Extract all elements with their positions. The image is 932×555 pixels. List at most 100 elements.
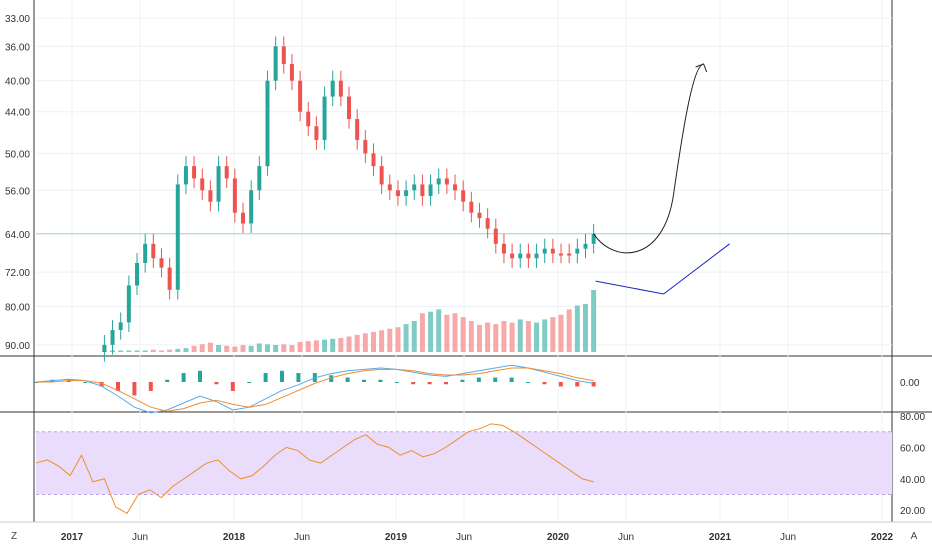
price-tick-label: 56.00 (5, 186, 30, 197)
projection-arrowhead (695, 63, 708, 73)
volume-bar (150, 349, 156, 352)
volume-bar (558, 314, 564, 352)
candle-body (330, 80, 335, 97)
macd-histogram-bar (575, 382, 580, 387)
volume-bar (387, 328, 393, 352)
rsi-tick-label: 60.00 (900, 443, 925, 454)
candle-body (420, 184, 425, 197)
macd-histogram-bar (509, 377, 514, 382)
signal-line (36, 367, 594, 412)
volume-bar (362, 333, 368, 352)
macd-histogram-bar (116, 382, 121, 391)
macd-histogram-bar (558, 382, 563, 387)
macd-histogram-bar (493, 377, 498, 382)
macd-histogram-bar (263, 373, 268, 382)
volume-bar (395, 327, 401, 352)
candle-body (477, 212, 482, 219)
macd-histogram-bar (476, 377, 481, 382)
macd-histogram-bar (444, 382, 449, 385)
price-tick-label: 36.00 (5, 42, 30, 53)
candle-body (461, 190, 466, 202)
candle-body (526, 253, 531, 259)
candle-body (428, 184, 433, 197)
volume-bar (167, 349, 173, 352)
time-tick-label: 2019 (385, 532, 408, 543)
macd-histogram-bar (165, 379, 170, 382)
macd-tick-label: 0.00 (900, 378, 920, 389)
macd-histogram-bar (247, 382, 252, 383)
candle-body (559, 253, 564, 256)
candle-body (151, 243, 156, 259)
macd-histogram-bar (460, 379, 465, 382)
candle-body (567, 253, 572, 256)
volume-bar (379, 330, 385, 352)
volume-bar (370, 331, 376, 352)
candle-body (306, 111, 311, 127)
time-axis: 2017 Jun 2018 Jun 2019 Jun 2020 Jun 2021 Jun 2022 (61, 532, 894, 543)
volume-layer (101, 290, 597, 352)
rsi-tick-label: 20.00 (900, 506, 925, 517)
macd-histogram-bar (181, 373, 186, 382)
volume-bar (191, 345, 197, 352)
rsi-band (36, 431, 892, 495)
candle-body (257, 166, 262, 191)
volume-bar (509, 322, 515, 352)
macd-line (35, 364, 594, 414)
macd-histogram-bar (378, 379, 383, 382)
candle-body (591, 233, 596, 244)
volume-bar (256, 343, 262, 352)
macd-histogram-bar (591, 382, 596, 387)
macd-histogram-bar (230, 382, 235, 391)
candle-body (200, 178, 205, 191)
volume-bar (550, 317, 556, 352)
volume-bar (248, 345, 254, 352)
candle-body (379, 166, 384, 185)
candle-body (175, 184, 180, 290)
macd-histogram-bar (296, 373, 301, 382)
candle-body (501, 243, 506, 254)
time-tick-label: 2022 (871, 532, 894, 543)
time-tick-label: 2018 (223, 532, 246, 543)
candle-body (347, 96, 352, 120)
volume-bar (525, 321, 531, 352)
volume-bar (485, 322, 491, 352)
volume-bar (403, 324, 409, 352)
volume-bar (232, 346, 238, 352)
candle-body (436, 178, 441, 185)
candle-body (412, 184, 417, 191)
volume-bar (534, 322, 540, 352)
volume-bar (142, 350, 148, 352)
candle-body (453, 184, 458, 191)
volume-bar (493, 324, 499, 352)
volume-bar (468, 321, 474, 352)
macd-histogram-bar (99, 382, 104, 387)
candle-body (510, 253, 515, 259)
volume-bar (354, 334, 360, 352)
candle-body (265, 80, 270, 167)
time-tick-label: 2021 (709, 532, 732, 543)
rsi-axis: 80.00 60.00 40.00 20.00 (900, 412, 925, 517)
macd-axis: 0.00 (900, 378, 920, 389)
volume-bar (517, 319, 523, 352)
volume-bar (591, 290, 597, 352)
volume-bar (134, 350, 140, 352)
candle-body (322, 96, 327, 141)
macd-histogram-bar (345, 377, 350, 382)
volume-bar (273, 345, 279, 352)
rsi-tick-label: 40.00 (900, 475, 925, 486)
macd-histogram-bar (427, 382, 432, 385)
footer-right-label[interactable]: A (911, 531, 918, 542)
candle-body (338, 80, 343, 97)
footer-left-label[interactable]: Z (11, 531, 17, 542)
candle-body (355, 119, 360, 141)
candle-body (404, 190, 409, 197)
candle-body (542, 248, 547, 254)
candle-body (135, 262, 140, 286)
volume-bar (240, 345, 246, 352)
candle-body (371, 153, 376, 167)
volume-bar (444, 314, 450, 352)
price-tick-label: 44.00 (5, 108, 30, 119)
volume-bar (224, 345, 230, 352)
candle-body (534, 253, 539, 259)
